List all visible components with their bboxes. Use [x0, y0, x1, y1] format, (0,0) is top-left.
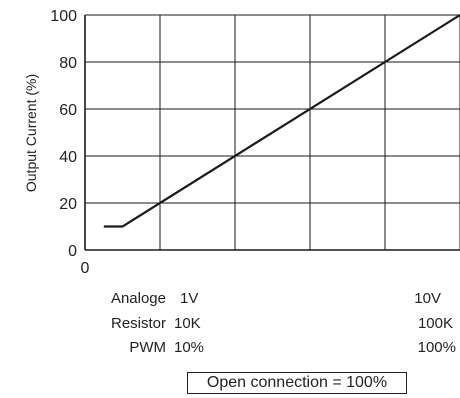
scale-max-pwm: 100%	[418, 339, 456, 356]
scale-min-analoge: 1V	[180, 290, 198, 307]
x-origin-label: 0	[81, 260, 90, 277]
chart-grid	[84, 14, 460, 251]
scale-name-pwm: PWM	[129, 339, 166, 356]
y-axis-label: Output Current (%)	[23, 74, 39, 192]
series-line	[103, 14, 460, 228]
y-tick-label: 100	[50, 8, 77, 25]
y-tick-labels: 0 20 40 60 80 100	[50, 8, 77, 260]
scale-min-pwm: 10%	[174, 339, 204, 356]
y-tick-label: 40	[59, 149, 77, 166]
scale-name-resistor: Resistor	[111, 315, 166, 332]
scale-min-resistor: 10K	[174, 315, 201, 332]
open-connection-note: Open connection = 100%	[187, 372, 407, 394]
scale-max-analoge: 10V	[414, 290, 441, 307]
y-tick-label: 0	[68, 243, 77, 260]
scale-name-analoge: Analoge	[111, 290, 166, 307]
y-tick-label: 60	[59, 102, 77, 119]
scale-max-resistor: 100K	[418, 315, 453, 332]
y-tick-label: 20	[59, 196, 77, 213]
y-tick-label: 80	[59, 55, 77, 72]
